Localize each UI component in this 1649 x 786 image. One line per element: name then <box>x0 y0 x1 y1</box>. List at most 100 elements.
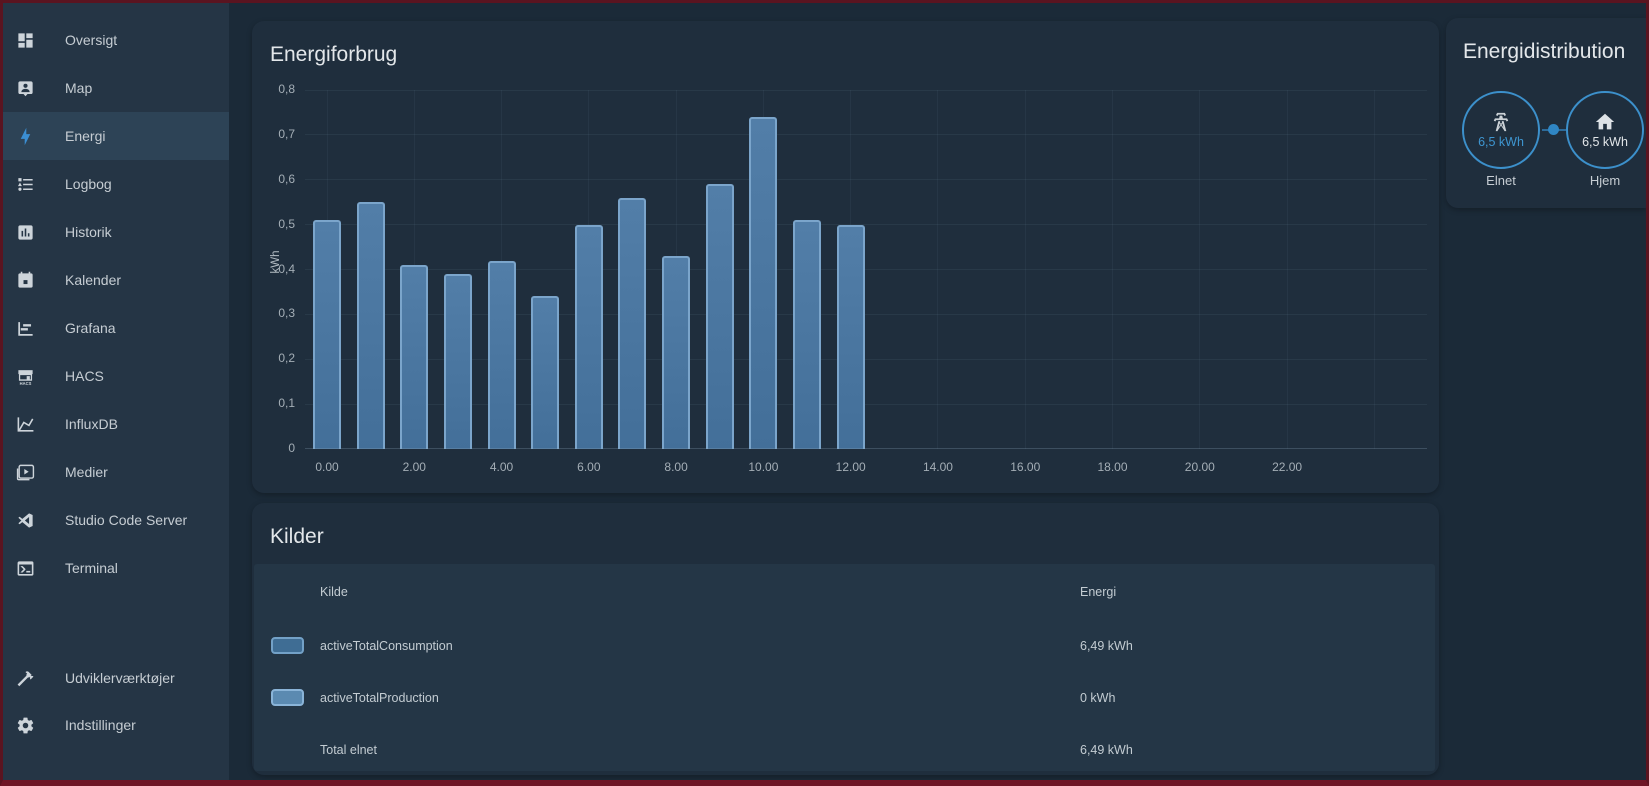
source-name: activeTotalProduction <box>320 691 439 705</box>
y-tick-label: 0,4 <box>278 261 295 276</box>
gridline-vertical <box>1024 90 1026 449</box>
sidebar-item-label: Historik <box>65 224 112 240</box>
sidebar-item-studio-code-server[interactable]: Studio Code Server <box>3 496 229 544</box>
card-title: Energidistribution <box>1463 40 1626 63</box>
bar-hour-0[interactable] <box>313 220 341 449</box>
gridline-horizontal <box>305 313 1427 315</box>
gridline-vertical <box>937 90 939 449</box>
x-tick-label: 20.00 <box>1184 460 1215 474</box>
chart-box-icon <box>13 220 37 244</box>
y-tick-label: 0,3 <box>278 306 295 321</box>
energy-distribution-card: Energidistribution 6,5 kWh 6,5 kWh Elnet… <box>1446 18 1646 208</box>
sidebar-item-energi[interactable]: Energi <box>3 112 229 160</box>
x-tick-label: 6.00 <box>577 460 601 474</box>
x-tick-label: 22.00 <box>1272 460 1303 474</box>
sidebar-item-label: Medier <box>65 464 108 480</box>
sidebar-item-kalender[interactable]: Kalender <box>3 256 229 304</box>
y-tick-label: 0,7 <box>278 126 295 141</box>
grafana-chart-icon <box>13 316 37 340</box>
sidebar-item-indstillinger[interactable]: Indstillinger <box>3 701 229 749</box>
play-box-icon <box>13 460 37 484</box>
sidebar-item-label: Indstillinger <box>65 717 136 733</box>
gridline-horizontal <box>305 358 1427 360</box>
sidebar-item-label: Grafana <box>65 320 116 336</box>
sidebar-item-grafana[interactable]: Grafana <box>3 304 229 352</box>
bar-hour-1[interactable] <box>357 202 385 449</box>
sidebar-item-map[interactable]: Map <box>3 64 229 112</box>
home-energy-value: 6,5 kWh <box>1582 135 1628 149</box>
x-tick-label: 18.00 <box>1097 460 1128 474</box>
bar-hour-6[interactable] <box>575 225 603 449</box>
bar-hour-12[interactable] <box>837 225 865 449</box>
y-tick-label: 0,5 <box>278 216 295 231</box>
sidebar-item-udviklervaerktojer[interactable]: Udviklerværktøjer <box>3 654 229 702</box>
total-label: Total elnet <box>320 743 377 757</box>
gridline-vertical <box>1286 90 1288 449</box>
grid-energy-value: 6,5 kWh <box>1478 135 1524 149</box>
map-account-icon <box>13 76 37 100</box>
bar-hour-9[interactable] <box>706 184 734 449</box>
grid-node-label: Elnet <box>1486 173 1516 188</box>
sidebar-item-label: Udviklerværktøjer <box>65 670 175 686</box>
lightning-bolt-icon <box>13 124 37 148</box>
column-header-energy: Energi <box>1080 585 1117 599</box>
bar-hour-5[interactable] <box>531 296 559 449</box>
console-icon <box>13 556 37 580</box>
y-tick-label: 0,1 <box>278 396 295 411</box>
x-tick-label: 8.00 <box>664 460 688 474</box>
sidebar-item-label: Kalender <box>65 272 122 288</box>
table-row: activeTotalProduction 0 kWh <box>252 686 1439 710</box>
y-tick-label: 0 <box>288 441 295 455</box>
x-tick-label: 14.00 <box>922 460 953 474</box>
sidebar-item-label: Map <box>65 80 93 96</box>
sidebar-item-terminal[interactable]: Terminal <box>3 544 229 592</box>
table-row: activeTotalConsumption 6,49 kWh <box>252 634 1439 658</box>
x-tick-label: 16.00 <box>1010 460 1041 474</box>
x-tick-label: 12.00 <box>835 460 866 474</box>
sidebar-item-label: Logbog <box>65 176 112 192</box>
home-node: 6,5 kWh <box>1566 91 1644 169</box>
sidebar-item-hacs[interactable]: HACS HACS <box>3 352 229 400</box>
sidebar-item-oversigt[interactable]: Oversigt <box>3 16 229 64</box>
bar-chart: kWh 0 0,1 0,2 0,3 0,4 0,5 0,6 0,7 0,8 0.00 2.00 4.0… <box>270 82 1427 474</box>
y-tick-label: 0,6 <box>278 171 295 186</box>
sources-table-panel <box>254 564 1435 771</box>
source-energy-value: 6,49 kWh <box>1080 639 1133 653</box>
gridline-horizontal <box>305 224 1427 226</box>
sidebar-item-label: Terminal <box>65 560 118 576</box>
view-dashboard-icon <box>13 28 37 52</box>
hacs-store-icon: HACS <box>13 364 37 388</box>
gridline-vertical <box>1199 90 1201 449</box>
bar-hour-11[interactable] <box>793 220 821 449</box>
sidebar-item-influxdb[interactable]: InfluxDB <box>3 400 229 448</box>
vscode-icon <box>13 508 37 532</box>
sidebar-item-logbog[interactable]: Logbog <box>3 160 229 208</box>
bar-hour-3[interactable] <box>444 274 472 449</box>
bar-hour-8[interactable] <box>662 256 690 449</box>
bulleted-list-icon <box>13 172 37 196</box>
bar-hour-4[interactable] <box>488 261 516 449</box>
home-node-label: Hjem <box>1589 173 1621 188</box>
source-name: activeTotalConsumption <box>320 639 453 653</box>
x-tick-label: 10.00 <box>748 460 779 474</box>
gridline-horizontal <box>305 89 1427 91</box>
svg-text:HACS: HACS <box>19 381 31 386</box>
sidebar-item-label: HACS <box>65 368 104 384</box>
consumption-color-swatch <box>271 637 304 654</box>
x-axis-line <box>305 448 1427 449</box>
energy-consumption-card: Energiforbrug kWh 0 0,1 0,2 0,3 0,4 0,5 0,6 0,7… <box>252 21 1439 493</box>
sidebar-item-label: Oversigt <box>65 32 118 48</box>
energy-sources-card: Kilder Kilde Energi activeTotalConsumpti… <box>252 503 1439 775</box>
source-energy-value: 0 kWh <box>1080 691 1116 705</box>
bar-hour-2[interactable] <box>400 265 428 449</box>
x-tick-label: 0.00 <box>315 460 339 474</box>
calendar-icon <box>13 268 37 292</box>
x-tick-label: 4.00 <box>489 460 514 474</box>
gridline-vertical <box>1373 90 1375 449</box>
sources-table-header: Kilde Energi <box>252 580 1439 604</box>
bar-hour-7[interactable] <box>618 198 646 449</box>
sidebar-item-historik[interactable]: Historik <box>3 208 229 256</box>
sidebar-item-medier[interactable]: Medier <box>3 448 229 496</box>
sidebar-item-label: InfluxDB <box>65 416 118 432</box>
bar-hour-10[interactable] <box>749 117 777 449</box>
